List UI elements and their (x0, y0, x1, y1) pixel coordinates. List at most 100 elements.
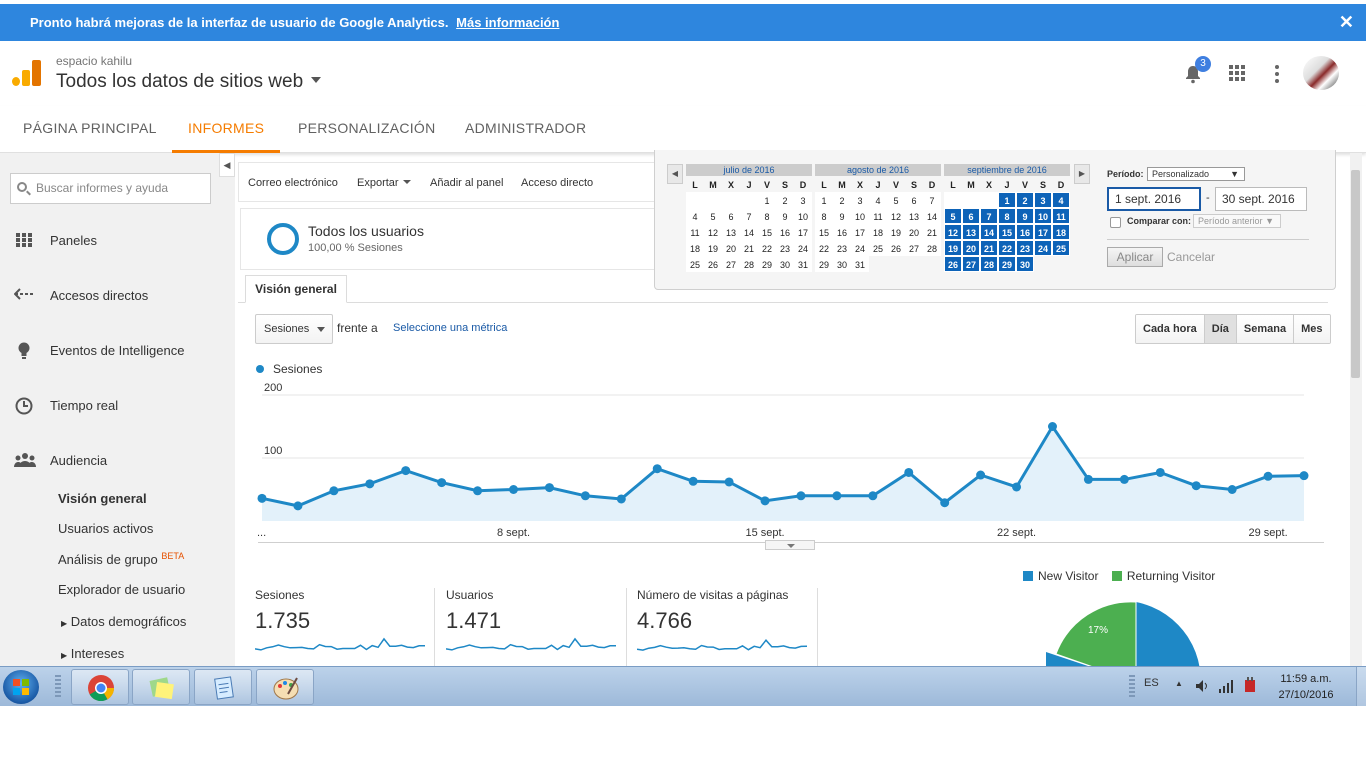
data-point[interactable] (1263, 471, 1273, 481)
calendar-day[interactable]: 11 (1052, 208, 1070, 224)
property-selector[interactable]: Todos los datos de sitios web (56, 71, 322, 93)
calendar-day[interactable]: 16 (1016, 224, 1034, 240)
data-point[interactable] (1119, 474, 1129, 484)
end-date-input[interactable]: 30 sept. 2016 (1215, 187, 1307, 211)
calendar-day[interactable]: 3 (851, 192, 869, 208)
clock[interactable]: 11:59 a.m. 27/10/2016 (1262, 671, 1350, 703)
calendar-day[interactable]: 4 (686, 208, 704, 224)
calendar-day[interactable]: 4 (869, 192, 887, 208)
calendar-day[interactable]: 11 (686, 224, 704, 240)
data-point[interactable] (437, 478, 447, 488)
calendar-day[interactable]: 13 (905, 208, 923, 224)
calendar-day[interactable]: 15 (998, 224, 1016, 240)
calendar-day[interactable]: 22 (758, 240, 776, 256)
data-point[interactable] (652, 464, 662, 474)
calendar-day[interactable]: 17 (851, 224, 869, 240)
calendar-day[interactable]: 9 (776, 208, 794, 224)
tab-home[interactable]: PÁGINA PRINCIPAL (23, 120, 157, 136)
calendar-day[interactable]: 25 (869, 240, 887, 256)
calendar-day[interactable]: 31 (851, 256, 869, 272)
banner-more-link[interactable]: Más información (456, 15, 560, 30)
taskbar-paint[interactable] (256, 669, 314, 705)
shortcut-button[interactable]: Acceso directo (521, 177, 594, 189)
day-button[interactable]: Día (1204, 315, 1237, 343)
subitem-user-explorer[interactable]: Explorador de usuario (58, 582, 186, 597)
calendar-day[interactable]: 21 (740, 240, 758, 256)
prev-month-button[interactable]: ◀ (667, 164, 683, 184)
collapse-sidebar-button[interactable]: ◀ (219, 153, 235, 177)
data-point[interactable] (1191, 481, 1201, 491)
month-button[interactable]: Mes (1294, 315, 1330, 343)
calendar-day[interactable]: 1 (998, 192, 1016, 208)
calendar-day[interactable]: 25 (1052, 240, 1070, 256)
data-point[interactable] (976, 470, 986, 480)
calendar-day[interactable]: 30 (833, 256, 851, 272)
calendar-day[interactable]: 9 (1016, 208, 1034, 224)
calendar-day[interactable]: 7 (923, 192, 941, 208)
hourly-button[interactable]: Cada hora (1136, 315, 1205, 343)
data-point[interactable] (832, 491, 842, 501)
apps-grid-icon[interactable] (1229, 65, 1245, 81)
week-button[interactable]: Semana (1236, 315, 1295, 343)
calendar-day[interactable]: 8 (758, 208, 776, 224)
data-point[interactable] (329, 486, 339, 496)
calendar-day[interactable]: 30 (776, 256, 794, 272)
data-point[interactable] (293, 501, 303, 511)
calendar-day[interactable]: 16 (776, 224, 794, 240)
calendar-day[interactable]: 14 (740, 224, 758, 240)
calendar-day[interactable]: 30 (1016, 256, 1034, 272)
taskbar-chrome[interactable] (71, 669, 129, 705)
calendar-day[interactable]: 14 (980, 224, 998, 240)
calendar-day[interactable]: 6 (722, 208, 740, 224)
data-point[interactable] (257, 493, 267, 503)
calendar-day[interactable]: 18 (686, 240, 704, 256)
data-point[interactable] (473, 486, 483, 496)
calendar-day[interactable]: 18 (1052, 224, 1070, 240)
start-button[interactable] (3, 670, 39, 704)
data-point[interactable] (616, 494, 626, 504)
metric-sessions[interactable]: Sesiones 1.735 (255, 588, 435, 668)
calendar-day[interactable]: 9 (833, 208, 851, 224)
calendar-day[interactable]: 23 (1016, 240, 1034, 256)
calendar-day[interactable]: 19 (887, 224, 905, 240)
calendar-day[interactable]: 19 (704, 240, 722, 256)
data-point[interactable] (1227, 485, 1237, 494)
calendar-day[interactable]: 24 (1034, 240, 1052, 256)
calendar-day[interactable]: 26 (944, 256, 962, 272)
taskbar-sticky-notes[interactable] (132, 669, 190, 705)
calendar-day[interactable]: 13 (962, 224, 980, 240)
calendar-day[interactable]: 17 (794, 224, 812, 240)
metric-select[interactable]: Sesiones (255, 314, 333, 344)
calendar-day[interactable]: 21 (923, 224, 941, 240)
calendar-day[interactable]: 15 (758, 224, 776, 240)
subitem-interests[interactable]: ▶ Intereses (61, 646, 124, 661)
data-point[interactable] (580, 491, 590, 501)
calendar-day[interactable]: 21 (980, 240, 998, 256)
tab-customization[interactable]: PERSONALIZACIÓN (298, 120, 436, 136)
data-point[interactable] (760, 496, 770, 506)
data-point[interactable] (544, 483, 554, 493)
data-point[interactable] (796, 491, 806, 501)
signal-icon[interactable] (1219, 679, 1235, 693)
calendar-day[interactable]: 24 (794, 240, 812, 256)
calendar-day[interactable]: 1 (758, 192, 776, 208)
calendar-day[interactable]: 27 (962, 256, 980, 272)
compare-checkbox[interactable] (1110, 217, 1121, 228)
email-button[interactable]: Correo electrónico (248, 177, 338, 189)
calendar-day[interactable]: 22 (815, 240, 833, 256)
data-point[interactable] (365, 479, 375, 489)
power-icon[interactable] (1243, 677, 1257, 693)
chart-toggle-button[interactable] (765, 540, 815, 550)
sidebar-item-audience[interactable]: Audiencia (0, 446, 235, 476)
calendar-day[interactable]: 6 (962, 208, 980, 224)
calendar-day[interactable]: 18 (869, 224, 887, 240)
data-point[interactable] (940, 498, 950, 508)
sidebar-item-dashboards[interactable]: Paneles (0, 226, 235, 256)
calendar-day[interactable]: 23 (833, 240, 851, 256)
close-icon[interactable]: ✕ (1338, 12, 1354, 32)
subitem-demographics[interactable]: ▶ Datos demográficos (61, 614, 186, 629)
calendar-day[interactable]: 10 (851, 208, 869, 224)
show-desktop-button[interactable] (1356, 667, 1366, 706)
data-point[interactable] (688, 476, 698, 486)
calendar-day[interactable]: 28 (740, 256, 758, 272)
